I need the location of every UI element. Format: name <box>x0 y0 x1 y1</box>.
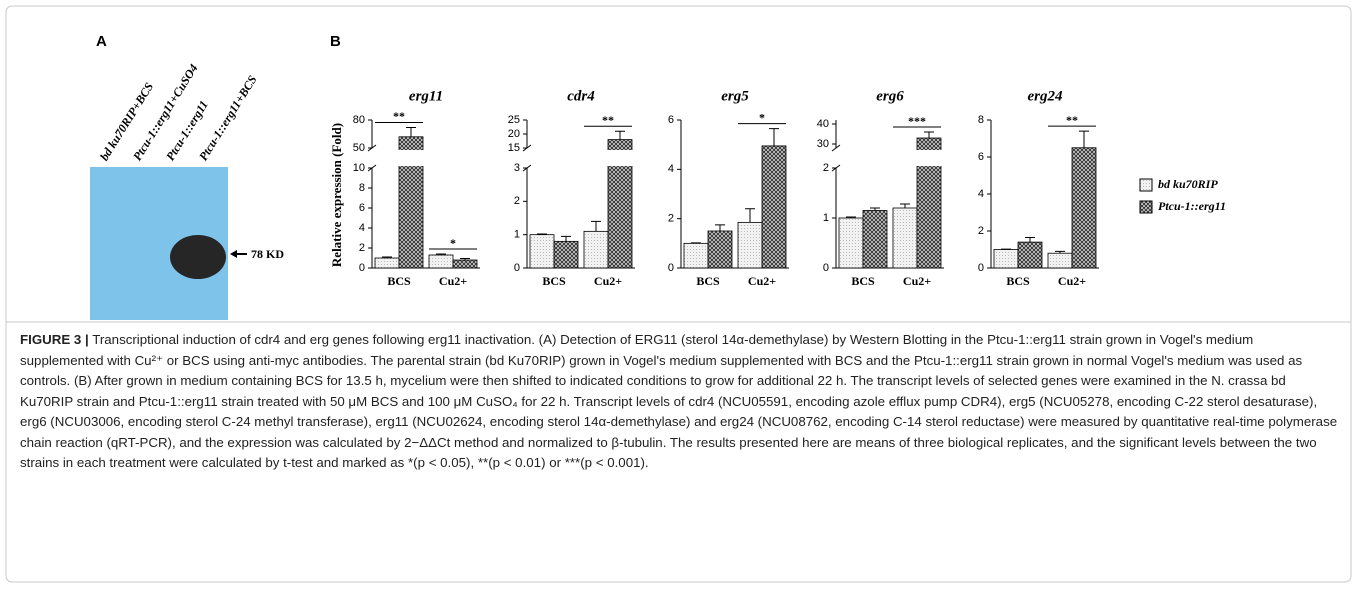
x-tick-label: BCS <box>1006 274 1030 288</box>
y-tick-label: 20 <box>508 128 520 140</box>
x-tick-label: BCS <box>696 274 720 288</box>
y-tick-label: 0 <box>823 262 829 274</box>
y-tick-label: 2 <box>823 162 829 174</box>
bar-break <box>398 150 424 166</box>
bar-break <box>916 150 942 166</box>
bar <box>584 231 608 268</box>
chart-title: erg11 <box>409 88 443 104</box>
error-bar <box>615 131 625 139</box>
bar <box>1048 253 1072 268</box>
chart-title: erg5 <box>721 88 749 104</box>
y-tick-label: 4 <box>668 163 674 175</box>
bar <box>453 260 477 268</box>
error-bar <box>406 127 416 136</box>
x-tick-label: Cu2+ <box>903 274 931 288</box>
chart-title: erg24 <box>1028 88 1063 104</box>
caption-label: FIGURE 3 | <box>20 332 89 347</box>
legend-swatch <box>1140 179 1152 191</box>
bar <box>994 250 1018 269</box>
y-tick-label: 2 <box>359 242 365 254</box>
bar <box>1072 148 1096 268</box>
arrowhead <box>230 250 237 258</box>
x-tick-label: BCS <box>387 274 411 288</box>
bar <box>762 146 786 268</box>
error-bar <box>900 204 910 208</box>
significance-label: ** <box>602 113 614 127</box>
error-bar <box>715 225 725 231</box>
caption: FIGURE 3 | Transcriptional induction of … <box>20 330 1338 474</box>
y-tick-label: 6 <box>668 114 674 126</box>
error-bar <box>745 209 755 223</box>
y-tick-label: 1 <box>514 229 520 241</box>
y-tick-label: 8 <box>359 182 365 194</box>
significance-label: ** <box>1066 113 1078 127</box>
x-tick-label: BCS <box>851 274 875 288</box>
panel-label: B <box>330 33 341 50</box>
significance-label: ** <box>393 109 405 123</box>
y-tick-label: 40 <box>817 118 829 130</box>
y-tick-label: 0 <box>359 262 365 274</box>
bar <box>429 255 453 268</box>
y-tick-label: 6 <box>978 151 984 163</box>
error-bar <box>1025 237 1035 242</box>
bar <box>708 231 732 268</box>
figure-graphics: A B 78 KD bd ku70RIP+BCSPtcu-1::erg11+Cu… <box>0 0 1357 589</box>
lane-label: Ptcu-1::erg11+BCS <box>196 73 260 163</box>
y-tick-label: 2 <box>514 195 520 207</box>
y-tick-label: 30 <box>817 138 829 150</box>
panel-label: A <box>96 33 107 50</box>
bar <box>1018 242 1042 268</box>
legend-label: bd ku70RIP <box>1158 177 1218 191</box>
bar <box>530 235 554 268</box>
bar <box>684 243 708 268</box>
bar <box>738 222 762 268</box>
y-tick-label: 0 <box>978 262 984 274</box>
bar <box>839 218 863 268</box>
x-tick-label: Cu2+ <box>594 274 622 288</box>
y-tick-label: 0 <box>514 262 520 274</box>
y-tick-label: 80 <box>353 114 365 126</box>
y-axis-label: Relative expression (Fold) <box>329 123 344 267</box>
y-tick-label: 4 <box>359 222 365 234</box>
error-bar <box>591 221 601 231</box>
x-tick-label: Cu2+ <box>439 274 467 288</box>
figure: A B 78 KD bd ku70RIP+BCSPtcu-1::erg11+Cu… <box>0 0 1357 589</box>
y-tick-label: 3 <box>514 162 520 174</box>
error-bar <box>924 132 934 138</box>
legend-swatch <box>1140 201 1152 213</box>
chart-title: erg6 <box>876 88 904 104</box>
y-tick-label: 25 <box>508 114 520 126</box>
blot-band <box>170 235 226 279</box>
bar <box>893 208 917 268</box>
y-tick-label: 50 <box>353 142 365 154</box>
y-tick-label: 6 <box>359 202 365 214</box>
x-tick-label: BCS <box>542 274 566 288</box>
y-tick-label: 2 <box>978 225 984 237</box>
y-tick-label: 2 <box>668 213 674 225</box>
significance-label: * <box>759 110 765 124</box>
y-tick-label: 1 <box>823 212 829 224</box>
marker-label: 78 KD <box>251 247 284 261</box>
significance-label: *** <box>908 114 926 128</box>
x-tick-label: Cu2+ <box>1058 274 1086 288</box>
y-tick-label: 8 <box>978 114 984 126</box>
error-bar <box>769 129 779 146</box>
caption-text: Transcriptional induction of cdr4 and er… <box>20 332 1337 470</box>
error-bar <box>561 236 571 241</box>
error-bar <box>1079 131 1089 148</box>
x-tick-label: Cu2+ <box>748 274 776 288</box>
chart-title: cdr4 <box>567 88 595 104</box>
legend-label: Ptcu-1::erg11 <box>1158 199 1226 213</box>
y-tick-label: 15 <box>508 142 520 154</box>
bar <box>554 241 578 268</box>
bar <box>375 258 399 268</box>
y-tick-label: 4 <box>978 188 984 200</box>
y-tick-label: 10 <box>353 162 365 174</box>
bar <box>863 211 887 269</box>
significance-label: * <box>450 236 456 250</box>
bar-break <box>607 150 633 166</box>
y-tick-label: 0 <box>668 262 674 274</box>
